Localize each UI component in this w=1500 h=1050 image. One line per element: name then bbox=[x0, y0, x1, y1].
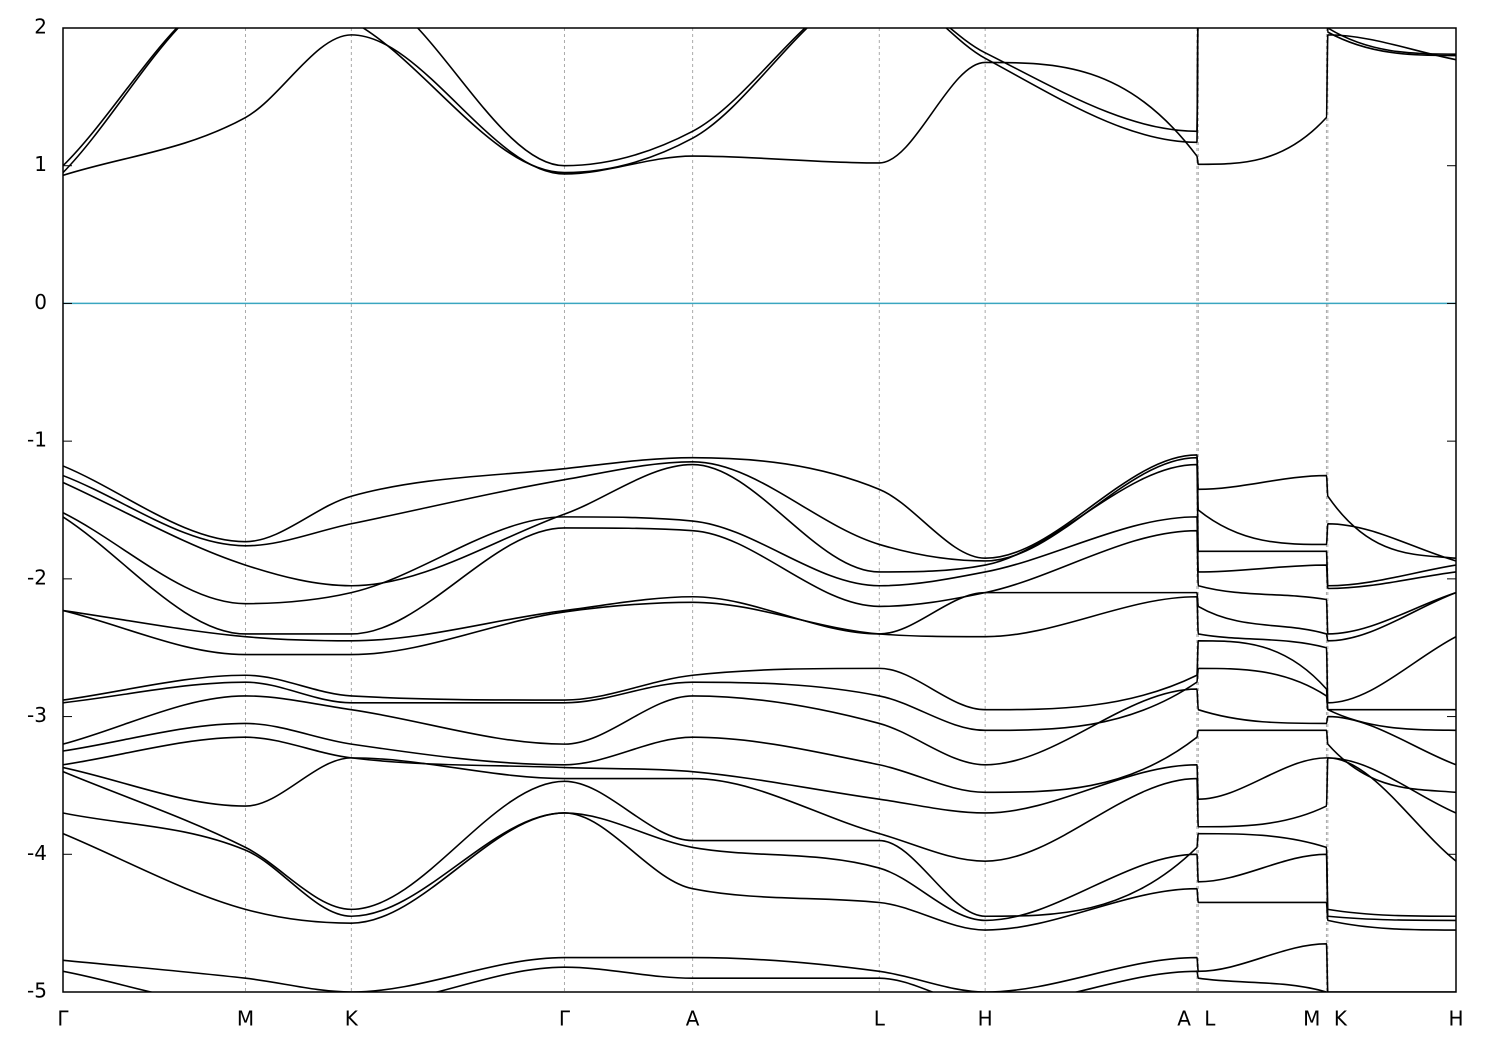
band-line bbox=[63, 516, 1456, 635]
band-line bbox=[63, 688, 1456, 766]
band-line bbox=[63, 667, 1456, 732]
y-tick-label: -5 bbox=[27, 979, 47, 1003]
y-tick-label: -2 bbox=[27, 565, 47, 589]
bands bbox=[63, 28, 1456, 992]
y-tick-label: 2 bbox=[34, 15, 47, 39]
band-line bbox=[63, 966, 1328, 992]
x-tick-label: Γ bbox=[559, 1007, 571, 1031]
x-tick-label: M bbox=[1303, 1007, 1320, 1031]
band-line bbox=[63, 463, 1456, 587]
band-line bbox=[63, 456, 1456, 562]
x-tick-label: L bbox=[874, 1007, 886, 1031]
band-line bbox=[63, 770, 1456, 918]
y-tick-label: -1 bbox=[27, 428, 47, 452]
y-tick-label: -3 bbox=[27, 703, 47, 727]
band-line bbox=[63, 640, 1456, 711]
band-line bbox=[63, 736, 1456, 814]
band-line bbox=[63, 512, 1456, 605]
x-tick-label: K bbox=[1334, 1007, 1348, 1031]
band-line bbox=[63, 812, 1456, 931]
band-line bbox=[63, 34, 1456, 177]
x-tick-label: K bbox=[345, 1007, 359, 1031]
x-tick-label: Γ bbox=[57, 1007, 69, 1031]
band-line bbox=[63, 454, 1456, 560]
x-tick-label: H bbox=[1448, 1007, 1463, 1031]
y-tick-label: 1 bbox=[34, 152, 47, 176]
band-line bbox=[63, 722, 1456, 794]
band-line bbox=[63, 757, 1456, 862]
y-tick-label: 0 bbox=[34, 290, 47, 314]
x-tick-label: A bbox=[1177, 1007, 1191, 1031]
plot-frame bbox=[62, 27, 1457, 993]
x-tick-label: L bbox=[1204, 1007, 1216, 1031]
x-tick-label: M bbox=[237, 1007, 254, 1031]
band-line bbox=[63, 942, 1456, 992]
y-tick-label: -4 bbox=[27, 841, 47, 865]
x-tick-label: H bbox=[978, 1007, 993, 1031]
band-line bbox=[63, 812, 1456, 922]
x-tick-label: A bbox=[686, 1007, 700, 1031]
band-line bbox=[63, 595, 1456, 704]
